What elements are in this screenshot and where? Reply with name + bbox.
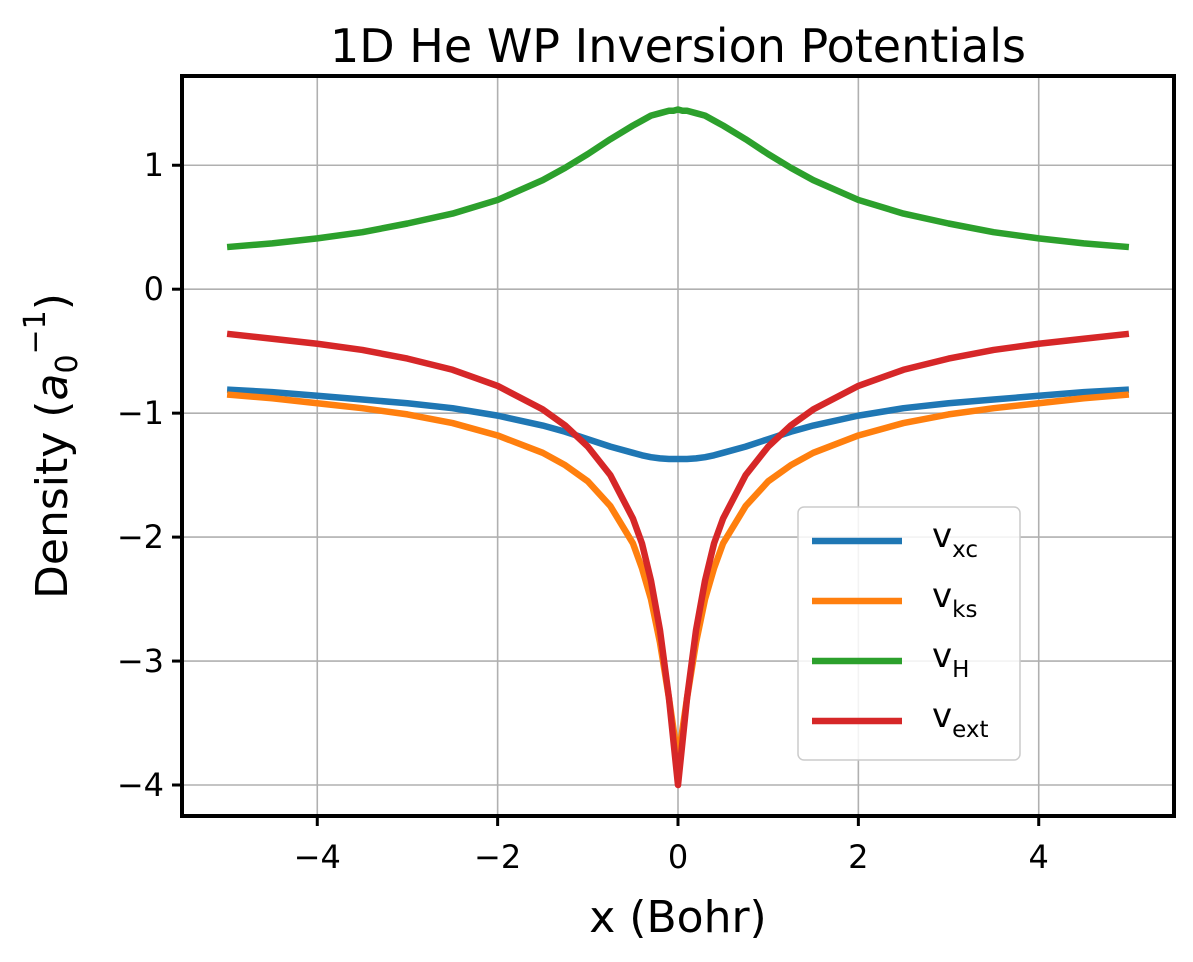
legend-label-sub: xc	[952, 537, 978, 563]
legend-label-base: v	[932, 696, 952, 736]
y-axis-title-prefix: Density (	[27, 401, 78, 599]
legend-box	[797, 506, 1021, 761]
legend-label: vH	[932, 636, 969, 683]
x-axis-title: x (Bohr)	[589, 892, 766, 943]
y-tick-label: 1	[144, 146, 164, 184]
y-axis-title: Density (a0−1)	[18, 293, 85, 599]
y-tick-label: 0	[144, 270, 164, 308]
y-axis-title-sub: 0	[50, 354, 85, 373]
legend-label: vxc	[932, 516, 978, 563]
legend-label-base: v	[932, 516, 952, 556]
series-line-vxc	[226, 386, 1130, 463]
legend-label: vks	[932, 576, 977, 623]
y-tick-label: −1	[117, 394, 164, 432]
legend-label-base: v	[932, 576, 952, 616]
series-line-vH	[226, 106, 1130, 251]
x-tick-label: −2	[474, 838, 521, 876]
legend-label-sub: ext	[952, 717, 988, 743]
y-axis-title-base: a	[27, 374, 78, 401]
legend-label-sub: ks	[952, 597, 977, 623]
legend-label: vext	[932, 696, 989, 743]
plot-frame	[180, 74, 1176, 818]
x-tick-label: 4	[1029, 838, 1049, 876]
y-axis-title-suffix: )	[27, 293, 78, 310]
y-tick-label: −2	[117, 518, 164, 556]
x-tick-label: −4	[294, 838, 341, 876]
x-tick-label: 0	[668, 838, 688, 876]
grid	[182, 76, 1174, 816]
y-tick-label: −3	[117, 642, 164, 680]
series-lines	[226, 106, 1130, 789]
legend-label-base: v	[932, 636, 952, 676]
x-tick-label: 2	[848, 838, 868, 876]
y-tick-label: −4	[117, 766, 164, 804]
y-axis-title-sup: −1	[18, 310, 53, 354]
series-line-vext	[226, 330, 1130, 789]
legend-label-sub: H	[952, 657, 969, 683]
axis-ticks: −4 −2 0 2 4 1 0 −1 −2 −3 −4	[117, 146, 1049, 876]
chart-title: 1D He WP Inversion Potentials	[330, 19, 1026, 73]
